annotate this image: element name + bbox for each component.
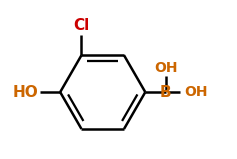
Text: Cl: Cl — [73, 18, 90, 33]
Text: B: B — [160, 85, 172, 100]
Text: HO: HO — [12, 85, 38, 100]
Text: OH: OH — [184, 85, 207, 99]
Text: OH: OH — [154, 61, 178, 75]
